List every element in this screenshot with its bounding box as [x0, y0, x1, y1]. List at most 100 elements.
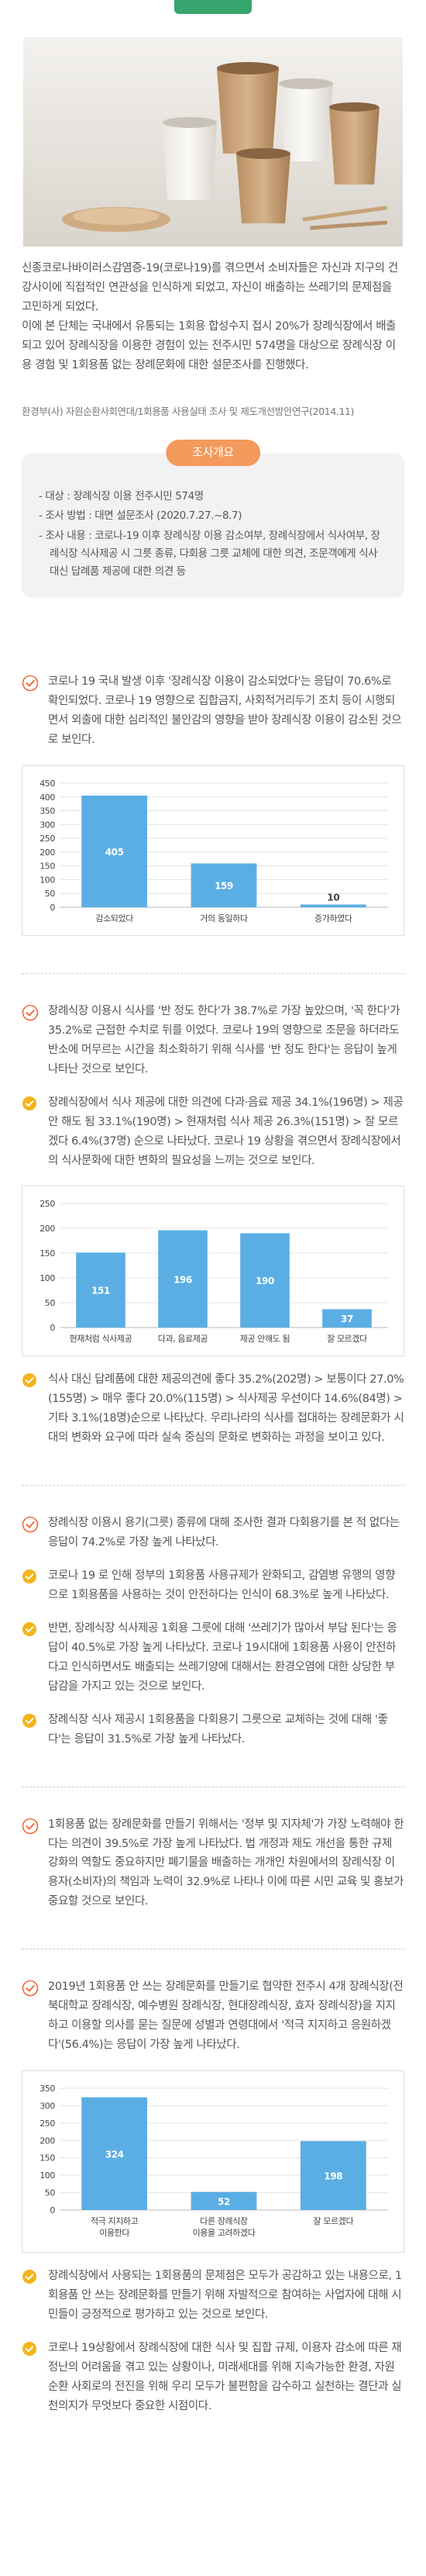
bar — [191, 2191, 257, 2211]
icon-check — [26, 1521, 35, 1528]
summary-item: - 조사 방법 : 대면 설문조사 (2020.7.27.~8.7) — [39, 509, 242, 523]
check-icon — [22, 1818, 39, 1834]
x-tick-label: 적극 지지하고 이용한다 — [91, 2215, 139, 2238]
separator — [22, 972, 404, 974]
bar — [76, 1252, 125, 1328]
y-tick-label: 200 — [40, 2136, 55, 2146]
value-label: 52 — [218, 2196, 230, 2207]
value-label: 190 — [256, 1276, 274, 1287]
finding-text: 장례식장 이용시 식사를 '반 정도 한다'가 38.7%로 가장 높았으며, … — [22, 1002, 404, 1079]
value-label: 324 — [105, 2149, 124, 2160]
icon-circle — [22, 2270, 36, 2284]
finding: 코로나 19 국내 발생 이후 '장례식장 이용이 감소되었다'는 응답이 70… — [22, 672, 404, 936]
icon-check — [25, 1573, 34, 1580]
x-tick-label: 다과, 음료제공 — [158, 1334, 208, 1344]
y-tick-label: 400 — [40, 792, 55, 803]
x-tick-label: 현재처럼 식사제공 — [70, 1334, 132, 1344]
note-text: 반면, 장례식장 식사제공 1회용 그릇에 대해 '쓰레기가 많아서 부담 된다… — [48, 1621, 397, 1693]
icon-circle — [22, 675, 39, 692]
icon-check — [26, 1009, 35, 1017]
x-tick-label: 잘 모르겠다 — [327, 1334, 367, 1344]
bar — [81, 2097, 148, 2211]
x-tick-label: 증가하였다 — [314, 913, 352, 924]
finding-label: 코로나 19 국내 발생 이후 '장례식장 이용이 감소되었다'는 응답이 70… — [48, 675, 402, 747]
y-tick-label: 150 — [40, 2153, 55, 2163]
y-tick-label: 350 — [40, 2084, 55, 2094]
note-text: 코로나 19 로 인해 정부의 1회용품 사용규제가 완화되고, 감염병 유행의… — [48, 1569, 396, 1602]
source: 환경부(사) 자원순환사회연대/1회용품 사용실태 조사 및 제도개선방안연구(… — [22, 405, 355, 417]
y-tick-label: 450 — [40, 779, 55, 789]
intro-paragraph: 신종코로나바이러스감염증-19(코로나19)를 겪으면서 소비자들은 자신과 지… — [22, 262, 398, 313]
finding-label: 장례식장 이용시 식사를 '반 정도 한다'가 38.7%로 가장 높았으며, … — [48, 1004, 400, 1076]
finding: 2019년 1회용품 안 쓰는 장례문화를 만들기로 협약한 전주시 4개 장례… — [22, 1977, 404, 2415]
value-label: 405 — [105, 847, 124, 858]
note: 장례식장 식사 제공시 1회용품을 다회용기 그릇으로 교체하는 것에 대해 '… — [22, 1711, 404, 1749]
bar — [322, 1309, 372, 1328]
chart: 0 50 100 150 200 250 300 350 400 450 감소되었다 거의 동일하다 증… — [40, 779, 388, 924]
cups — [62, 62, 387, 232]
note-text: 장례식장에서 사용되는 1회용품의 문제점은 모두가 공감하고 있는 내용으로,… — [48, 2270, 402, 2321]
icon-check — [25, 1377, 34, 1384]
note-icon — [22, 2341, 36, 2356]
x-tick-label: 거의 동일하다 — [200, 913, 248, 924]
chart-box: 0 50 100 150 200 250 300 350 400 450 감소되었다 거의 동일하다 증… — [22, 765, 404, 936]
icon-circle — [22, 1004, 39, 1021]
note: 반면, 장례식장 식사제공 1회용 그릇에 대해 '쓰레기가 많아서 부담 된다… — [22, 1619, 404, 1697]
chart-box: 0 50 100 150 200 250 현재처럼 식사제공 다과, 음료제공 제공 안해도 됨… — [22, 1186, 404, 1357]
value-label: 151 — [91, 1286, 110, 1297]
finding-text: 2019년 1회용품 안 쓰는 장례문화를 만들기로 협약한 전주시 4개 장례… — [22, 1977, 404, 2055]
y-tick-label: 0 — [50, 903, 55, 913]
note: 장례식장에서 사용되는 1회용품의 문제점은 모두가 공감하고 있는 내용으로,… — [22, 2267, 404, 2325]
check-icon — [22, 1004, 39, 1021]
chart: 0 50 100 150 200 250 현재처럼 식사제공 다과, 음료제공 제공 안해도 됨… — [40, 1199, 388, 1344]
icon-circle — [22, 1713, 36, 1728]
bar — [300, 904, 366, 907]
y-tick-label: 50 — [45, 1298, 56, 1308]
top-tab — [174, 0, 252, 14]
y-tick-label: 50 — [45, 2188, 56, 2198]
y-tick-label: 250 — [40, 834, 55, 844]
icon-check — [26, 1985, 35, 1992]
icon-check — [25, 2274, 34, 2281]
finding-text: 장례식장 이용시 용기(그릇) 종류에 대해 조사한 결과 다회용기를 본 적 … — [22, 1514, 404, 1552]
y-tick-label: 350 — [40, 806, 55, 817]
summary-item: - 대상 : 장례식장 이용 전주시민 574명 — [39, 490, 204, 503]
y-tick-label: 200 — [40, 848, 55, 858]
check-icon — [22, 1516, 39, 1533]
check-icon — [22, 675, 39, 692]
icon-circle — [22, 1516, 39, 1533]
y-tick-label: 100 — [40, 1273, 55, 1283]
intro-paragraph: 이에 본 단체는 국내에서 유통되는 1회용 합성수지 접시 20%가 장례식장… — [22, 319, 397, 371]
icon-check — [26, 680, 35, 687]
bar — [300, 2141, 366, 2211]
chart-box: 0 50 100 150 200 250 300 350 적극 지지하고 이용한다 다른 장례식장 이… — [22, 2070, 404, 2253]
icon-circle — [22, 1818, 39, 1834]
y-tick-label: 200 — [40, 1224, 55, 1234]
y-tick-label: 150 — [40, 862, 55, 872]
y-tick-label: 100 — [40, 875, 55, 885]
note-icon — [22, 2270, 36, 2284]
value-label: 159 — [215, 881, 233, 892]
finding: 장례식장 이용시 식사를 '반 정도 한다'가 38.7%로 가장 높았으며, … — [22, 1002, 404, 1448]
note-icon — [22, 1713, 36, 1728]
note-text: 코로나 19상황에서 장례식장에 대한 식사 및 집합 규제, 이용자 감소에 … — [48, 2341, 402, 2412]
separator — [22, 1485, 404, 1487]
intro: 신종코로나바이러스감염증-19(코로나19)를 겪으면서 소비자들은 자신과 지… — [22, 259, 404, 375]
y-tick-label: 250 — [40, 1199, 55, 1209]
finding-label: 1회용품 없는 장례문화를 만들기 위해서는 '정부 및 지자체'가 가장 노력… — [48, 1818, 404, 1908]
bar — [158, 1231, 208, 1328]
value-label: 37 — [341, 1314, 353, 1325]
bar — [81, 795, 148, 907]
note-text: 식사 대신 답례품에 대한 제공의견에 좋다 35.2%(202명) > 보통이… — [48, 1373, 404, 1445]
note: 코로나 19상황에서 장례식장에 대한 식사 및 집합 규제, 이용자 감소에 … — [22, 2339, 404, 2416]
note-icon — [22, 1569, 36, 1584]
icon-circle — [22, 1569, 36, 1584]
icon-check — [26, 1822, 35, 1829]
bar — [240, 1233, 290, 1328]
y-tick-label: 250 — [40, 2118, 55, 2129]
y-tick-label: 300 — [40, 2101, 55, 2111]
icon-circle — [22, 1373, 36, 1388]
icon-circle — [22, 2341, 36, 2356]
